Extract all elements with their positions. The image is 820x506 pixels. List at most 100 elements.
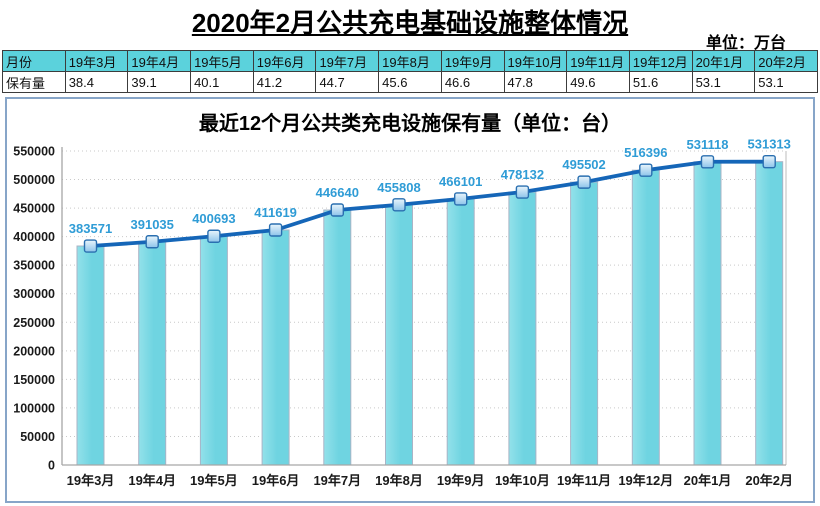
line-marker [145, 235, 159, 249]
y-tick-label: 100000 [13, 401, 55, 415]
x-axis-labels: 19年3月 19年4月 19年5月 19年6月 19年7月 19年8月 19年9月 19年10… [67, 473, 793, 488]
data-label: 411619 [254, 205, 297, 220]
bar [138, 241, 167, 466]
bar-line-chart: 383571 391035 400693 411619 446640 455808 4661… [13, 137, 793, 488]
summary-table: 月份 19年3月 19年4月 19年5月 19年6月 19年7月 19年8月 19年9月 19年… [2, 50, 818, 93]
table-header-values: 保有量 [2, 71, 66, 93]
y-axis-labels: 0 50000 100000 150000 200000 250000 300000 3500… [13, 145, 55, 473]
table-row-values: 保有量 38.4 39.1 40.1 41.2 44.7 45.6 46.6 47.8 49.6 5… [2, 71, 818, 93]
line-series [88, 159, 772, 248]
bar [570, 181, 599, 466]
bar [446, 198, 475, 466]
table-header-months: 月份 [2, 50, 66, 72]
table-value-cell: 41.2 [252, 71, 317, 93]
summary-table-body: 保有量 38.4 39.1 40.1 41.2 44.7 45.6 46.6 47.8 49.6 5… [2, 71, 818, 93]
data-label: 466101 [439, 174, 482, 189]
y-tick-label: 350000 [13, 259, 55, 273]
line-markers [83, 154, 776, 253]
data-label: 446640 [316, 185, 359, 200]
data-label: 383571 [69, 221, 112, 236]
y-tick-label: 450000 [13, 202, 55, 216]
data-label: 478132 [501, 167, 544, 182]
line-marker [515, 185, 530, 199]
chart-container: 383571 391035 400693 411619 446640 455808 4661… [5, 97, 815, 503]
line-marker [577, 175, 591, 189]
table-value-cell: 39.1 [127, 71, 192, 93]
x-tick-label: 19年8月 [375, 473, 423, 488]
data-label: 531118 [687, 137, 729, 152]
x-tick-label: 20年2月 [745, 473, 793, 488]
x-tick-label: 20年1月 [684, 473, 732, 488]
line-marker [207, 229, 221, 243]
gridlines [62, 150, 786, 437]
table-value-cell: 47.8 [503, 71, 568, 93]
table-value-cell: 49.6 [566, 71, 630, 93]
x-tick-label: 19年12月 [618, 473, 673, 488]
y-tick-label: 150000 [13, 373, 55, 387]
data-label: 531313 [748, 137, 791, 152]
line-marker [392, 198, 406, 212]
table-value-cell: 44.7 [315, 71, 380, 93]
table-month-cell: 19年7月 [315, 50, 380, 72]
y-tick-label: 500000 [13, 173, 55, 187]
x-tick-label: 19年7月 [313, 473, 361, 488]
table-value-cell: 53.1 [754, 71, 818, 93]
bar [755, 161, 784, 466]
table-month-cell: 19年4月 [127, 50, 192, 72]
line-marker [330, 203, 344, 217]
bar [199, 235, 228, 466]
data-label: 455808 [377, 180, 420, 195]
table-value-cell: 51.6 [628, 71, 693, 93]
bar [76, 245, 105, 466]
table-value-cell: 38.4 [64, 71, 129, 93]
table-row-months: 月份 19年3月 19年4月 19年5月 19年6月 19年7月 19年8月 19年9月 19年… [2, 50, 818, 72]
line-marker [454, 192, 468, 206]
y-tick-label: 300000 [13, 287, 55, 301]
data-label: 391035 [131, 217, 174, 232]
table-value-cell: 40.1 [190, 71, 254, 93]
summary-table-header: 月份 19年3月 19年4月 19年5月 19年6月 19年7月 19年8月 19年9月 19年… [2, 50, 818, 72]
line-marker [83, 239, 98, 253]
page-title: 2020年2月公共充电基础设施整体情况 [191, 8, 629, 38]
x-tick-label: 19年11月 [557, 473, 611, 488]
table-month-cell: 19年6月 [252, 50, 317, 72]
x-tick-label: 19年10月 [495, 473, 550, 488]
bar [508, 191, 537, 466]
unit-label: 单位：万台 [705, 35, 786, 52]
table-month-cell: 19年9月 [440, 50, 505, 72]
y-tick-label: 50000 [20, 430, 55, 444]
data-label: 516396 [624, 145, 667, 160]
y-tick-label: 550000 [13, 145, 55, 159]
table-month-cell: 20年2月 [754, 50, 818, 72]
line-marker [268, 223, 283, 237]
y-tick-label: 250000 [13, 316, 55, 330]
data-label: 400693 [192, 211, 235, 226]
line-marker [762, 154, 776, 169]
table-value-cell: 46.6 [440, 71, 505, 93]
line-marker [639, 163, 653, 177]
x-tick-label: 19年5月 [190, 473, 238, 488]
x-tick-label: 19年6月 [252, 473, 300, 488]
bar [631, 169, 660, 466]
x-tick-label: 19年3月 [67, 473, 115, 488]
bar-series [76, 161, 784, 466]
chart-title: 最近12个月公共类充电设施保有量（单位：台） [198, 113, 622, 135]
table-month-cell: 19年3月 [64, 50, 129, 72]
table-month-cell: 19年10月 [503, 50, 568, 72]
bar [385, 204, 413, 466]
y-tick-label: 200000 [13, 344, 55, 358]
x-tick-label: 19年9月 [437, 473, 485, 488]
table-value-cell: 53.1 [691, 71, 756, 93]
x-tick-label: 19年4月 [128, 473, 176, 488]
table-month-cell: 20年1月 [691, 50, 756, 72]
table-month-cell: 19年12月 [628, 50, 693, 72]
bar [693, 161, 722, 466]
bar [323, 209, 352, 466]
y-tick-label: 0 [48, 459, 55, 473]
data-labels: 383571 391035 400693 411619 446640 455808 4661… [69, 137, 791, 236]
table-month-cell: 19年8月 [378, 50, 442, 72]
y-tick-label: 400000 [13, 230, 55, 244]
table-month-cell: 19年5月 [190, 50, 254, 72]
data-label: 495502 [562, 157, 605, 172]
line-marker [700, 155, 715, 169]
